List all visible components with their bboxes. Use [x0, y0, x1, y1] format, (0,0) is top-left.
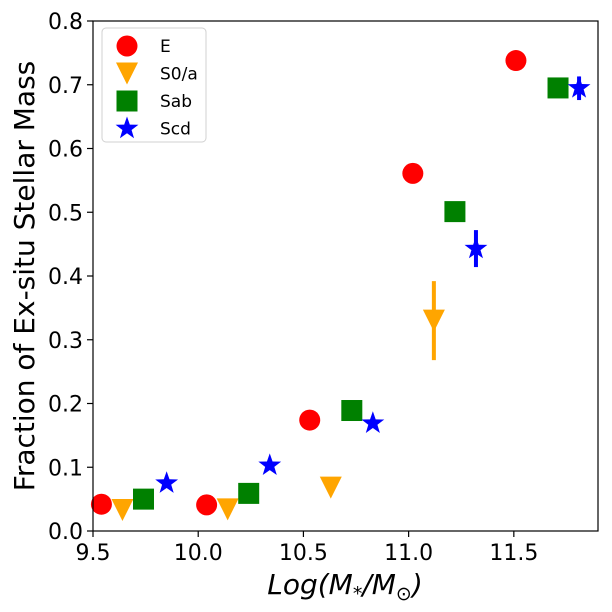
legend-label-s0a: S0/a — [160, 65, 198, 85]
point-e — [299, 409, 321, 431]
y-tick-label: 0.4 — [48, 265, 83, 290]
legend-marker-sab — [116, 90, 138, 112]
tick-layer: 9.5 10.0 10.5 11.0 11.5 0.0 0.1 0.2 0.3 0.4 0.5 0.6… — [48, 10, 538, 566]
point-s0a — [319, 476, 342, 499]
point-e — [505, 50, 527, 72]
x-tick-label: 9.5 — [76, 541, 111, 566]
y-tick-label: 0.6 — [48, 138, 83, 163]
point-sab — [133, 488, 154, 510]
point-scd — [258, 453, 282, 476]
marks-layer — [90, 50, 591, 521]
point-sab — [238, 482, 260, 504]
point-sab — [547, 77, 569, 99]
legend-label-scd: Scd — [160, 120, 191, 140]
point-e — [402, 162, 424, 184]
point-s0a — [422, 309, 445, 332]
point-e — [196, 494, 218, 516]
point-scd — [361, 411, 385, 433]
y-tick-label: 0.3 — [48, 329, 83, 354]
y-tick-label: 0.0 — [48, 520, 83, 545]
legend-marker-s0a — [116, 62, 138, 85]
point-e — [90, 493, 112, 515]
x-tick-label: 10.5 — [279, 541, 328, 566]
plot-frame — [92, 20, 599, 532]
point-scd — [567, 75, 591, 98]
point-scd — [464, 236, 488, 259]
y-tick-label: 0.1 — [48, 456, 83, 481]
y-tick-label: 0.8 — [48, 10, 83, 35]
x-tick-label: 11.0 — [384, 541, 433, 566]
point-sab — [444, 201, 466, 223]
y-axis-label: Fraction of Ex-situ Stellar Mass — [8, 61, 41, 492]
legend-box — [101, 27, 207, 143]
point-s0a — [216, 498, 239, 521]
point-s0a — [111, 498, 134, 521]
x-tick-label: 10.0 — [174, 541, 223, 566]
legend-marker-e — [116, 35, 138, 57]
legend: E S0/a Sab Scd — [101, 27, 207, 143]
x-tick-label: 11.5 — [489, 541, 538, 566]
y-tick-label: 0.5 — [48, 201, 83, 226]
y-tick-label: 0.7 — [48, 74, 83, 99]
point-scd — [155, 471, 179, 493]
point-sab — [341, 400, 363, 422]
y-tick-label: 0.2 — [48, 393, 83, 418]
legend-label-sab: Sab — [160, 92, 192, 112]
legend-label-e: E — [160, 37, 171, 57]
legend-marker-scd — [115, 116, 139, 139]
x-axis-label: Log(M*/M⊙) — [267, 568, 423, 605]
